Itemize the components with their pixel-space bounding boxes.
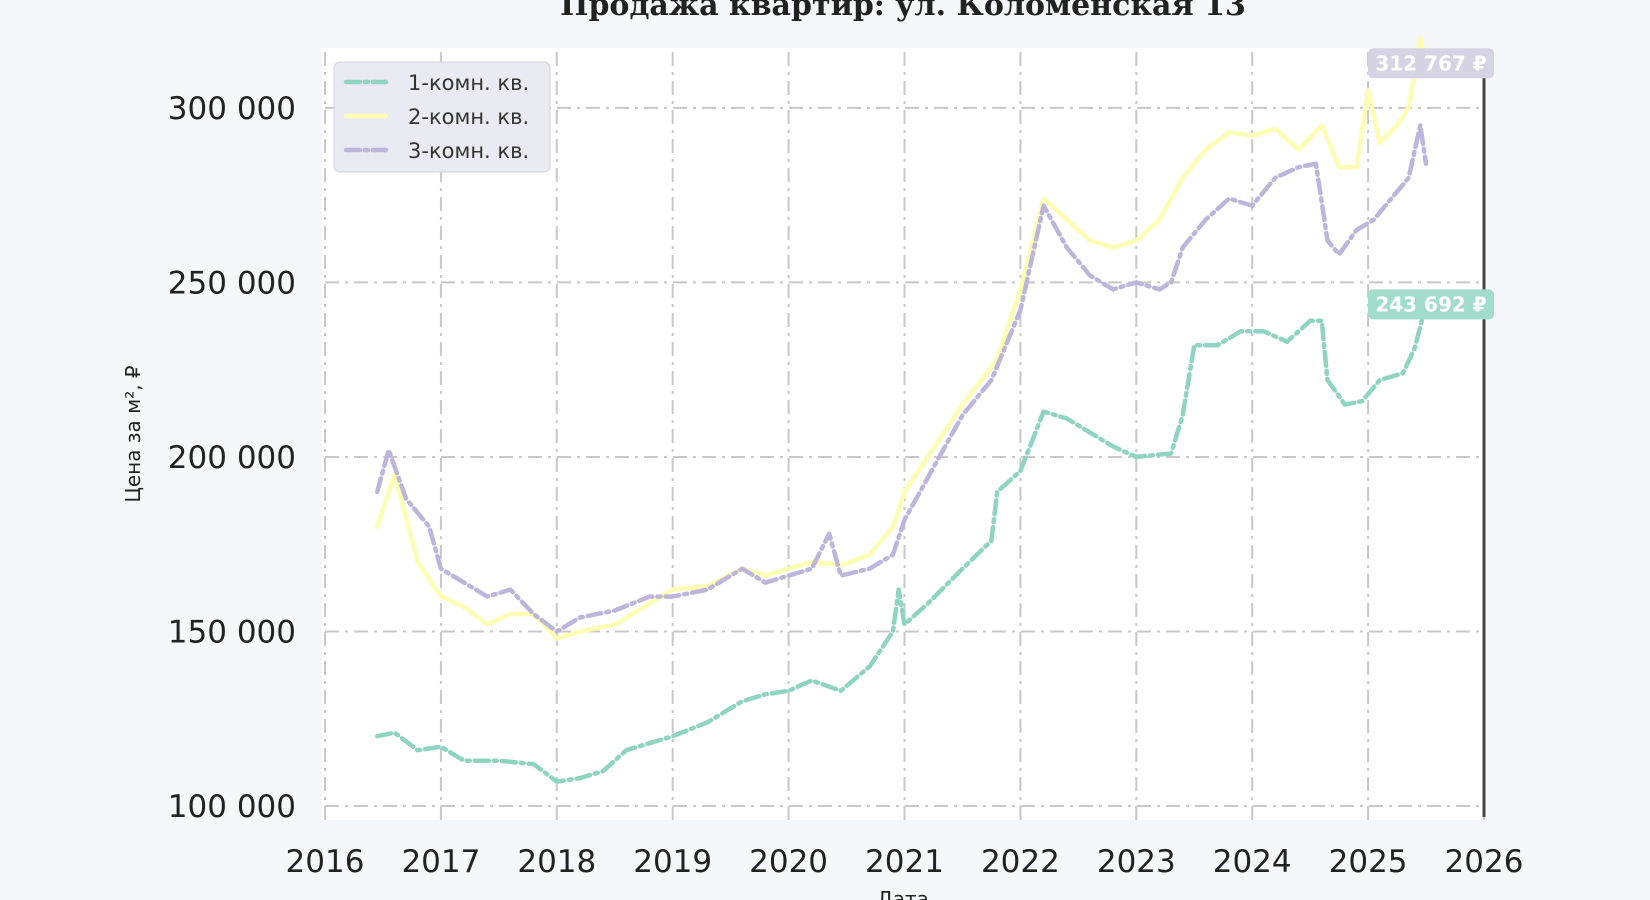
legend-box [333, 61, 551, 173]
x-axis-label: Дата [877, 887, 929, 900]
y-tick-label-3: 250 000 [168, 265, 296, 301]
chart-title: Продажа квартир: ул. Коломенская 13 [560, 0, 1246, 23]
end-label-text-2: 243 692 ₽ [1375, 292, 1486, 316]
legend-label-1: 1-комн. кв. [408, 71, 529, 95]
series-line-3 [374, 123, 1429, 634]
x-tick-label-6: 2022 [981, 844, 1060, 880]
end-label-box-2 [1368, 289, 1494, 320]
x-tick-label-4: 2020 [749, 844, 828, 880]
legend-label-2: 2-комн. кв. [408, 105, 529, 129]
x-tick-label-3: 2019 [633, 844, 712, 880]
y-axis-label: Цена за м², ₽ [121, 365, 145, 503]
series-line-1 [374, 302, 1429, 784]
x-tick-label-0: 2016 [286, 844, 365, 880]
end-label-box-1 [1368, 48, 1494, 79]
plot-area [322, 48, 1484, 820]
legend-label-3: 3-комн. кв. [408, 139, 529, 163]
legend: 1-комн. кв. 2-комн. кв. 3-комн. кв. [333, 61, 551, 173]
y-tick-label-2: 200 000 [168, 440, 296, 476]
x-tick-label-9: 2025 [1329, 844, 1408, 880]
y-tick-label-4: 300 000 [168, 91, 296, 127]
x-tick-label-5: 2021 [865, 844, 944, 880]
x-tick-labels: 2016 2017 2018 2019 2020 2021 2022 2023 2024 2025… [286, 844, 1524, 880]
y-tick-labels: 100 000 150 000 200 000 250 000 300 000 [168, 91, 296, 825]
x-tick-label-8: 2024 [1213, 844, 1292, 880]
x-tick-label-2: 2018 [517, 844, 596, 880]
x-tick-label-1: 2017 [401, 844, 480, 880]
x-tick-label-10: 2026 [1445, 844, 1524, 880]
x-tick-label-7: 2023 [1097, 844, 1176, 880]
series-lines [374, 35, 1429, 784]
y-tick-label-0: 100 000 [168, 789, 296, 825]
y-tick-label-1: 150 000 [168, 614, 296, 650]
series-line-2 [374, 35, 1429, 641]
end-value-labels: 312 767 ₽ 243 692 ₽ [1368, 48, 1494, 320]
end-label-text-1: 312 767 ₽ [1375, 51, 1486, 75]
